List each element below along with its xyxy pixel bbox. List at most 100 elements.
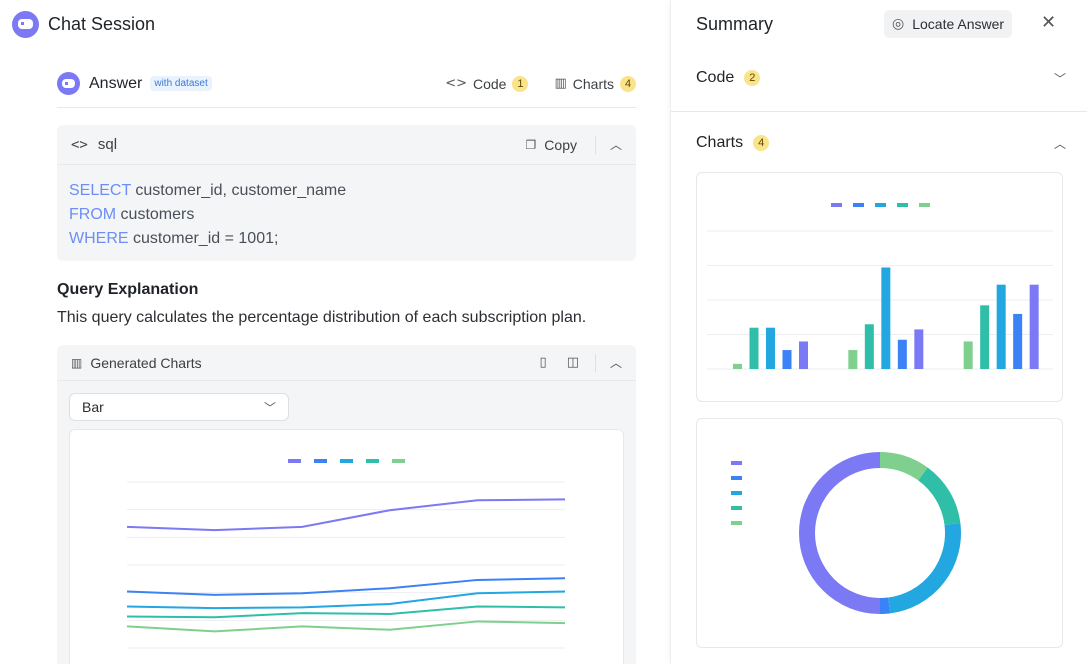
answer-avatar-icon [57, 72, 80, 95]
bar [980, 305, 990, 369]
code-tab-label: Code [473, 75, 507, 92]
donut-slice [879, 597, 891, 614]
legend-swatch [366, 459, 379, 463]
explanation-text: This query calculates the percentage dis… [57, 309, 587, 326]
bar [996, 284, 1006, 369]
legend-swatch [731, 506, 742, 510]
chat-panel: Chat Session Answer with dataset <> Code… [12, 10, 636, 664]
legend-swatch [897, 203, 908, 207]
legend-swatch [314, 459, 327, 463]
chevron-down-icon: ﹀ [263, 400, 276, 415]
legend-swatch [340, 459, 353, 463]
chart-type-select[interactable]: Bar ﹀ [69, 393, 289, 421]
bar [881, 267, 891, 369]
legend-swatch [875, 203, 886, 207]
legend-swatch [731, 461, 742, 465]
bar [914, 329, 924, 369]
page-title: Chat Session [48, 13, 156, 34]
summary-code-count: 2 [744, 70, 761, 86]
bar [1013, 313, 1023, 369]
answer-label: Answer [89, 74, 143, 92]
copy-label: Copy [544, 136, 577, 153]
code-count-badge: 1 [512, 75, 529, 92]
bar [799, 341, 808, 369]
close-icon[interactable]: ✕ [1041, 12, 1057, 33]
series-line [126, 590, 566, 610]
bar-chart-icon: ▥ [71, 355, 83, 370]
legend-swatch [288, 459, 301, 463]
chevron-up-icon: ︿ [1053, 136, 1066, 151]
donut-slice [879, 452, 928, 481]
legend-swatch [919, 203, 930, 207]
legend-swatch [831, 203, 842, 207]
code-brackets-icon: <> [71, 136, 88, 153]
bar-chart-icon: ▥ [554, 76, 567, 91]
summary-charts-section[interactable]: Charts 4 ︿ [696, 134, 1066, 152]
bar [733, 363, 742, 369]
summary-code-label: Code [696, 69, 735, 86]
bar [848, 350, 858, 369]
layout-icon[interactable]: ◫ [566, 355, 579, 370]
generated-charts-title: Generated Charts [90, 354, 202, 371]
bar [766, 327, 775, 369]
summary-code-section[interactable]: Code 2 ﹀ [696, 69, 1066, 87]
section-divider [671, 111, 1087, 112]
legend-swatch [731, 521, 742, 525]
line-chart [126, 459, 566, 649]
donut-chart [731, 452, 961, 614]
generated-charts-block: ▥ Generated Charts ▯ ◫ ︿ Bar ﹀ [57, 345, 636, 664]
series-line [126, 498, 566, 532]
charts-tab-label: Charts [572, 75, 614, 92]
donut-slice [887, 522, 961, 614]
generated-charts-header: ▥ Generated Charts ▯ ◫ ︿ [57, 345, 636, 381]
chart-type-value: Bar [82, 399, 104, 415]
code-line: FROM customers [69, 206, 195, 223]
series-line [126, 620, 566, 633]
bar-chart-card[interactable] [696, 172, 1063, 402]
copy-icon: ❐ [525, 137, 537, 152]
code-body: SELECT customer_id, customer_name FROM c… [57, 165, 636, 265]
code-tab[interactable]: <> Code 1 [445, 75, 529, 92]
code-language: sql [97, 136, 118, 153]
code-line: SELECT customer_id, customer_name [69, 182, 347, 199]
explanation-title: Query Explanation [57, 281, 199, 298]
bar [782, 350, 792, 369]
collapse-charts-icon[interactable]: ︿ [609, 356, 622, 370]
dataset-badge: with dataset [150, 76, 212, 91]
copy-button[interactable]: ❐ Copy [526, 137, 577, 153]
series-line [126, 605, 566, 619]
legend-swatch [853, 203, 864, 207]
donut-slice [917, 467, 961, 526]
charts-tab[interactable]: ▥ Charts 4 [554, 75, 636, 92]
summary-panel: Summary ◎ Locate Answer ✕ Code 2 ﹀ Chart… [670, 0, 1087, 664]
code-block-header: <> sql ❐ Copy ︿ [57, 125, 636, 165]
bot-avatar-icon [12, 10, 39, 38]
legend-swatch [731, 476, 742, 480]
bar [1029, 284, 1039, 369]
answer-header: Answer with dataset <> Code 1 ▥ Charts 4 [57, 72, 636, 108]
collapse-code-icon[interactable]: ︿ [609, 138, 622, 152]
code-block: <> sql ❐ Copy ︿ SELECT customer_id, cust… [57, 125, 636, 261]
bar [897, 339, 907, 369]
series-line [126, 577, 566, 596]
chat-header: Chat Session [12, 10, 155, 38]
legend-swatch [392, 459, 405, 463]
code-line: WHERE customer_id = 1001; [69, 230, 279, 247]
target-icon: ◎ [892, 16, 905, 32]
locate-answer-button[interactable]: ◎ Locate Answer [884, 10, 1013, 38]
summary-charts-count: 4 [753, 135, 770, 151]
summary-title: Summary [696, 14, 774, 34]
donut-slice [799, 452, 881, 614]
bar [864, 324, 874, 369]
bookmark-icon[interactable]: ▯ [539, 355, 547, 370]
bar-chart [707, 203, 1053, 370]
bar [749, 327, 759, 369]
chevron-down-icon: ﹀ [1053, 71, 1066, 86]
line-chart-card [69, 429, 624, 664]
donut-chart-card[interactable] [696, 418, 1063, 648]
legend-swatch [731, 491, 742, 495]
code-icon: <> [445, 76, 467, 91]
charts-count-badge: 4 [620, 75, 636, 92]
summary-charts-label: Charts [696, 134, 744, 151]
